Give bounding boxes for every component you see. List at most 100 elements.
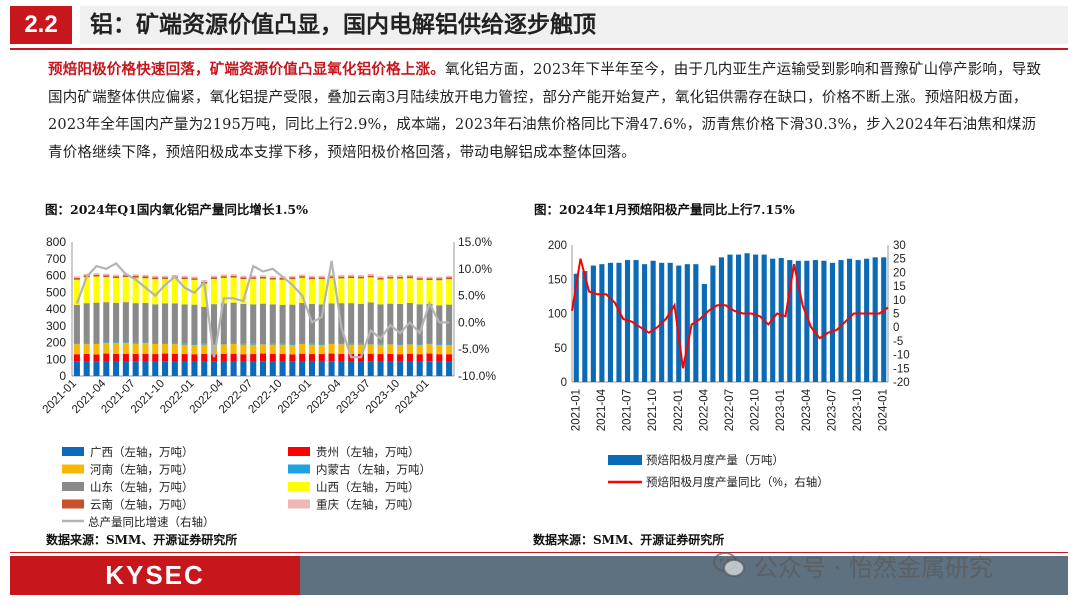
- stacked-bar-segment: [377, 344, 384, 355]
- stacked-bar-segment: [152, 361, 159, 376]
- stacked-bar-segment: [289, 304, 296, 345]
- stacked-bar-segment: [162, 343, 169, 354]
- stacked-bar-segment: [387, 278, 394, 304]
- right-y-tick-label: 15.0%: [458, 235, 492, 249]
- stacked-bar-segment: [308, 277, 316, 280]
- stacked-bar-segment: [103, 342, 110, 354]
- stacked-bar-segment: [416, 354, 423, 362]
- right-y-tick-label: -10: [893, 350, 910, 362]
- stacked-bar-segment: [299, 353, 306, 362]
- stacked-bar-segment: [318, 344, 325, 345]
- anode-output-bar: [829, 262, 836, 382]
- right-y-tick-label: -15: [893, 363, 910, 375]
- stacked-bar-segment: [191, 304, 198, 345]
- stacked-bar-segment: [318, 344, 325, 355]
- stacked-bar-segment: [93, 344, 100, 355]
- stacked-bar-segment: [338, 274, 345, 277]
- stacked-bar-segment: [210, 344, 218, 345]
- stacked-bar-segment: [83, 277, 90, 304]
- stacked-bar-segment: [259, 278, 267, 304]
- stacked-bar-segment: [367, 277, 374, 303]
- stacked-bar-segment: [220, 277, 227, 304]
- stacked-bar-segment: [162, 361, 169, 376]
- stacked-bar-segment: [436, 280, 443, 306]
- stacked-bar-segment: [308, 275, 316, 278]
- stacked-bar-segment: [406, 361, 413, 376]
- stacked-bar-segment: [377, 361, 384, 376]
- brand-logo: KYSEC: [105, 560, 205, 590]
- stacked-bar-segment: [152, 304, 159, 344]
- stacked-bar-segment: [250, 343, 257, 345]
- legend-label: 贵州（左轴，万吨）: [316, 445, 420, 459]
- stacked-bar-segment: [416, 344, 423, 346]
- right-y-tick-label: 25: [893, 254, 906, 266]
- stacked-bar-segment: [230, 274, 237, 276]
- stacked-bar-segment: [122, 277, 129, 303]
- stacked-bar-segment: [152, 275, 159, 278]
- stacked-bar-segment: [220, 344, 227, 354]
- watermark: 公众号 · 怡然金属研究: [712, 545, 993, 585]
- x-tick-label: 2022-07: [724, 389, 736, 431]
- stacked-bar-segment: [181, 343, 188, 345]
- stacked-bar-segment: [93, 354, 100, 362]
- stacked-bar-segment: [73, 279, 80, 305]
- stacked-bar-segment: [289, 354, 296, 362]
- stacked-bar-segment: [201, 306, 208, 344]
- stacked-bar-segment: [73, 278, 80, 280]
- anode-output-bar: [744, 253, 750, 382]
- right-y-tick-label: 10.0%: [458, 262, 492, 276]
- stacked-bar-segment: [269, 343, 276, 345]
- page-title: 铝：矿端资源价值凸显，国内电解铝供给逐步触顶: [80, 6, 1068, 44]
- stacked-bar-segment: [426, 276, 433, 279]
- stacked-bar-segment: [122, 361, 129, 376]
- legend-label: 山西（左轴，万吨）: [316, 480, 420, 494]
- anode-output-bar: [693, 264, 699, 382]
- stacked-bar-segment: [201, 344, 208, 354]
- stacked-bar-segment: [83, 361, 90, 376]
- legend-swatch: [62, 464, 84, 474]
- stacked-bar-segment: [338, 361, 345, 376]
- stacked-bar-segment: [181, 304, 188, 344]
- header-bar: 2.2 铝：矿端资源价值凸显，国内电解铝供给逐步触顶: [0, 0, 1076, 50]
- stacked-bar-segment: [289, 361, 296, 376]
- stacked-bar-segment: [93, 361, 100, 376]
- left-y-tick-label: 700: [46, 252, 66, 266]
- stacked-bar-segment: [299, 344, 306, 354]
- stacked-bar-segment: [83, 353, 90, 362]
- prebaked-anode-chart: 050100150200-20-15-10-50510152025302021-…: [548, 240, 910, 489]
- stacked-bar-segment: [387, 343, 394, 345]
- stacked-bar-segment: [446, 354, 453, 362]
- left-y-tick-label: 600: [46, 269, 66, 283]
- stacked-bar-segment: [397, 278, 404, 304]
- stacked-bar-segment: [348, 278, 355, 304]
- stacked-bar-segment: [406, 276, 413, 279]
- x-tick-label: 2023-07: [826, 389, 838, 431]
- stacked-bar-segment: [162, 303, 169, 344]
- stacked-bar-segment: [201, 361, 208, 376]
- stacked-bar-segment: [377, 277, 384, 280]
- footer-divider: [10, 552, 1068, 553]
- stacked-bar-segment: [259, 303, 267, 344]
- stacked-bar-segment: [436, 361, 443, 376]
- stacked-bar-segment: [318, 361, 325, 376]
- stacked-bar-segment: [269, 361, 276, 376]
- anode-output-bar: [735, 254, 742, 382]
- stacked-bar-segment: [122, 275, 129, 278]
- stacked-bar-segment: [171, 303, 178, 344]
- stacked-bar-segment: [279, 354, 286, 362]
- anode-output-bar: [642, 264, 648, 382]
- anode-output-bar: [872, 257, 878, 382]
- right-y-tick-label: 0.0%: [458, 315, 486, 329]
- anode-output-bar: [599, 264, 605, 382]
- stacked-bar-segment: [338, 353, 345, 362]
- x-tick-label: 2022-04: [698, 388, 710, 431]
- legend-swatch: [288, 464, 310, 474]
- stacked-bar-segment: [250, 354, 257, 362]
- stacked-bar-segment: [83, 273, 90, 276]
- anode-output-bar: [607, 262, 613, 382]
- stacked-bar-segment: [338, 276, 345, 279]
- stacked-bar-segment: [367, 273, 374, 276]
- stacked-bar-segment: [446, 277, 453, 280]
- stacked-bar-segment: [299, 361, 306, 376]
- stacked-bar-segment: [436, 345, 443, 355]
